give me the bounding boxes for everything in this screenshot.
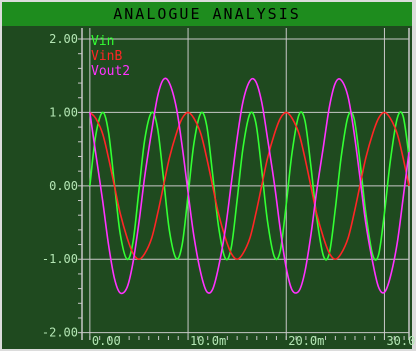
legend-entry-vin: Vin <box>91 34 114 49</box>
y-tick-label: 2.00 <box>49 32 78 46</box>
x-tick-label: 0.00 <box>92 334 121 348</box>
chart-title: ANALOGUE ANALYSIS <box>113 5 301 23</box>
legend-entry-vout2: Vout2 <box>91 64 130 79</box>
legend-entry-vinb: VinB <box>91 49 122 64</box>
series-line-vout2 <box>89 77 410 295</box>
plot-background <box>2 26 412 349</box>
x-tick-label: 30.0m <box>386 334 416 348</box>
series-lines <box>89 77 410 295</box>
x-tick-label: 10.0m <box>190 334 226 348</box>
series-line-vin <box>89 111 410 261</box>
series-line-vinb <box>89 111 410 261</box>
title-bar <box>2 2 412 26</box>
y-tick-label: -2.00 <box>42 326 78 340</box>
y-tick-label: 1.00 <box>49 105 78 119</box>
y-tick-label: 0.00 <box>49 179 78 193</box>
y-tick-label: -1.00 <box>42 252 78 266</box>
tick-labels: 2.00 1.00 0.00 -1.00 -2.00 0.00 10.0m 20.0m 30.0… <box>42 32 416 348</box>
x-tick-label: 20.0m <box>288 334 324 348</box>
axis-ticks <box>78 38 405 340</box>
